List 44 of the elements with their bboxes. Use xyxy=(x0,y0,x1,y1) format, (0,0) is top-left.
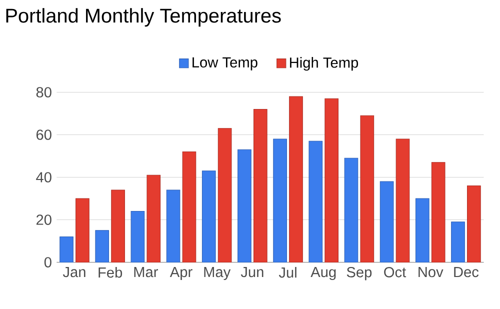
bar xyxy=(130,210,145,262)
bar xyxy=(218,128,232,262)
x-tick-label: Jan xyxy=(62,266,86,278)
y-tick-label: 20 xyxy=(36,214,52,225)
legend-label: High Temp xyxy=(290,56,358,71)
bar xyxy=(396,138,410,262)
bar xyxy=(182,151,196,262)
bar xyxy=(111,190,125,262)
x-tick-label: Feb xyxy=(98,266,122,278)
chart-title: Portland Monthly Temperatures xyxy=(6,8,281,27)
bar xyxy=(76,198,90,262)
x-tick-label: Nov xyxy=(418,266,444,278)
x-tick-label: Apr xyxy=(170,266,192,280)
bar xyxy=(431,162,446,262)
x-tick-label: Sep xyxy=(346,266,372,280)
bar xyxy=(289,96,303,262)
bar xyxy=(238,149,252,262)
bar xyxy=(308,140,323,262)
bar xyxy=(451,222,465,262)
x-tick-label: Jun xyxy=(240,266,264,278)
legend-label: Low Temp xyxy=(192,57,258,70)
bar xyxy=(60,236,74,262)
y-tick-label: 40 xyxy=(36,172,52,182)
y-tick-label: 60 xyxy=(36,130,52,140)
bar xyxy=(273,138,287,262)
bar xyxy=(360,115,374,262)
y-tick-label: 80 xyxy=(36,87,52,98)
bar xyxy=(324,98,338,262)
x-tick-label: Jul xyxy=(278,266,296,278)
bar xyxy=(416,198,430,262)
bar xyxy=(380,181,394,262)
x-tick-label: Aug xyxy=(310,266,336,280)
x-tick-label: May xyxy=(204,266,231,280)
bar xyxy=(166,190,180,262)
x-tick-label: Dec xyxy=(454,266,479,278)
bar xyxy=(146,174,161,262)
y-tick-label: 0 xyxy=(44,257,52,268)
bar xyxy=(253,108,268,262)
bar xyxy=(202,170,216,262)
bar xyxy=(467,185,481,262)
bar xyxy=(95,230,110,262)
bar xyxy=(344,158,358,262)
x-tick-label: Mar xyxy=(134,266,158,278)
x-tick-label: Oct xyxy=(384,266,406,278)
